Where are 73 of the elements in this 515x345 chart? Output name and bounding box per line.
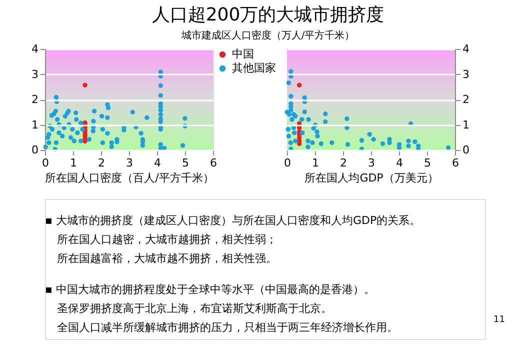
point (82, 82, 88, 88)
point (288, 140, 293, 146)
point (288, 94, 294, 99)
point (306, 117, 311, 122)
point (286, 126, 290, 132)
text: ▪ 大城市的拥挤度（建成区人口密度）与所在国人口密度和人均GDP的关系。 (45, 214, 421, 227)
point (306, 138, 310, 144)
point (329, 140, 334, 146)
point (406, 138, 411, 144)
text: 所在国越富裕，大城市越不拥挤，相关性强。 (57, 252, 277, 265)
point (292, 130, 297, 136)
text: 所在国人口越密，大城市越拥挤，相关性弱； (57, 233, 277, 246)
legend-label: 中国 (232, 48, 254, 60)
x-tick-label: 1 (312, 156, 319, 170)
point (406, 144, 411, 148)
x-tick-label: 2 (98, 156, 105, 170)
text: ▪ 中国大城市的拥挤程度处于全球中等水平（中国最高的是香港）。 (45, 283, 375, 296)
point (299, 117, 304, 122)
text: 11 (494, 315, 505, 325)
x-tick-label: 6 (210, 156, 217, 170)
x-axis-title: 所在国人均GDP（万美元） (304, 172, 438, 184)
point (314, 129, 320, 134)
point (302, 95, 307, 100)
point (315, 134, 320, 138)
y-tick-label: 0 (32, 144, 38, 156)
point (371, 137, 376, 142)
point (367, 132, 372, 137)
y-tick-label: 1 (32, 118, 38, 132)
point (359, 138, 364, 143)
y-tick-label: 3 (32, 68, 38, 81)
y-tick-label: 4 (32, 42, 38, 56)
point (323, 112, 328, 116)
y-tick-label: 2 (32, 93, 38, 106)
x-tick-label: 4 (154, 156, 161, 170)
point (380, 141, 386, 146)
text: 全国人口减半所缓解城市拥挤的压力，只相当于两三年经济增长作用。 (57, 321, 398, 334)
point (286, 112, 292, 117)
point (345, 142, 350, 147)
x-tick-label: 1 (70, 156, 77, 170)
point (290, 117, 294, 122)
x-tick-label: 0 (42, 156, 49, 170)
text: 城市建成区人口密度（万人/平方千米） (180, 30, 355, 42)
y-tick-label: 2 (462, 93, 470, 106)
point (310, 140, 315, 146)
x-tick-label: 6 (452, 156, 459, 170)
x-tick-label: 4 (396, 156, 403, 170)
x-axis-title: 所在国人口密度（百人/平方千米） (45, 172, 214, 184)
x-tick-label: 2 (340, 156, 347, 170)
point (344, 116, 350, 122)
point (446, 145, 451, 150)
y-tick-label: 3 (462, 68, 470, 81)
point (293, 138, 298, 144)
point (306, 144, 310, 150)
text: 人口超200万的大城市拥挤度 (152, 4, 384, 26)
x-tick-label: 3 (126, 156, 133, 170)
x-tick-label: 5 (424, 156, 431, 170)
point (412, 139, 418, 144)
point (296, 82, 302, 88)
y-tick-label: 1 (462, 118, 470, 132)
point (300, 130, 305, 136)
point (323, 119, 328, 124)
point (302, 110, 307, 114)
point (286, 134, 292, 138)
y-tick-label: 4 (462, 42, 470, 56)
x-tick-label: 3 (368, 156, 375, 170)
legend-label: 其他国家 (232, 62, 276, 74)
x-tick-label: 0 (284, 156, 291, 170)
point (286, 80, 292, 86)
point (318, 141, 324, 146)
text: 圣保罗拥挤度高于北京上海，布宜诺斯艾利斯高于北京。 (57, 302, 332, 315)
x-tick-label: 5 (182, 156, 189, 170)
point (288, 69, 294, 74)
y-tick-label: 0 (462, 144, 470, 156)
